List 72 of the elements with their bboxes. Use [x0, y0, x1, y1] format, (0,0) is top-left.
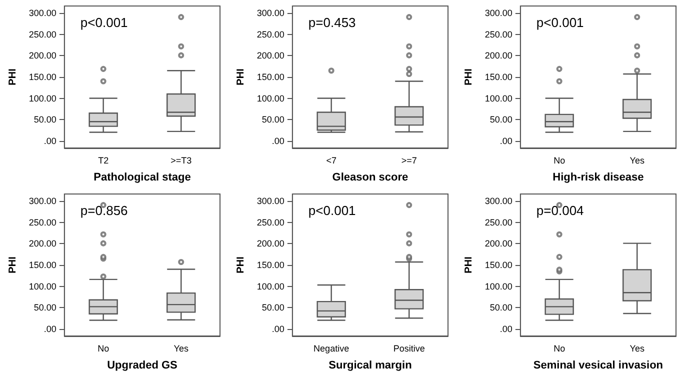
y-tick-label: 100.00 — [28, 93, 56, 104]
y-tick-label: 150.00 — [484, 72, 512, 82]
y-tick-label: 100.00 — [256, 93, 284, 104]
y-tick-label: 200.00 — [484, 50, 512, 61]
y-tick-label: 100.00 — [256, 281, 284, 292]
x-tick-label: Yes — [630, 344, 645, 354]
annotation: p=0.453 — [308, 15, 356, 30]
y-tick-label: 200.00 — [28, 50, 56, 61]
y-tick-label: .00 — [500, 324, 512, 334]
y-tick-label: 150.00 — [484, 260, 512, 270]
x-tick-label: Negative — [314, 344, 350, 354]
y-tick-label: 150.00 — [256, 260, 284, 270]
y-axis-title: PHI — [464, 68, 474, 86]
annotation: p=0.004 — [536, 203, 584, 218]
y-tick-label: 300.00 — [256, 8, 284, 18]
y-tick-label: 250.00 — [28, 217, 56, 228]
y-tick-label: 300.00 — [256, 196, 284, 206]
y-axis-title: PHI — [236, 68, 246, 86]
x-tick-label: No — [554, 156, 566, 166]
y-tick-label: 50.00 — [34, 302, 56, 313]
x-axis-title: Pathological stage — [94, 172, 191, 184]
x-axis-title: Seminal vesical invasion — [533, 360, 664, 372]
y-tick-label: 250.00 — [484, 217, 512, 228]
x-tick-label: >=T3 — [170, 156, 192, 166]
annotation: p<0.001 — [536, 15, 584, 30]
y-tick-label: .00 — [272, 136, 284, 146]
y-tick-label: 200.00 — [484, 238, 512, 249]
y-tick-label: 100.00 — [28, 281, 56, 292]
y-tick-label: 250.00 — [484, 29, 512, 40]
x-axis-title: Upgraded GS — [107, 360, 178, 372]
y-tick-label: 250.00 — [256, 217, 284, 228]
y-axis-title: PHI — [464, 256, 474, 274]
x-tick-label: >=7 — [401, 156, 417, 166]
y-tick-label: 300.00 — [484, 8, 512, 18]
x-tick-label: No — [98, 344, 110, 354]
y-tick-label: 50.00 — [262, 302, 284, 313]
x-axis-title: High-risk disease — [552, 172, 644, 184]
y-tick-label: 300.00 — [28, 8, 56, 18]
y-tick-label: .00 — [44, 324, 56, 334]
annotation: p=0.856 — [80, 203, 128, 218]
y-tick-label: .00 — [44, 136, 56, 146]
x-tick-label: <7 — [326, 156, 336, 166]
y-tick-label: 200.00 — [256, 238, 284, 249]
y-tick-label: .00 — [272, 324, 284, 334]
y-tick-label: 250.00 — [28, 29, 56, 40]
y-tick-label: 150.00 — [256, 72, 284, 82]
y-tick-label: 300.00 — [484, 196, 512, 206]
y-tick-label: 100.00 — [484, 281, 512, 292]
x-tick-label: Yes — [630, 156, 645, 166]
y-tick-label: 150.00 — [28, 260, 56, 270]
y-tick-label: 50.00 — [490, 302, 512, 313]
annotation: p<0.001 — [80, 15, 128, 30]
y-tick-label: 200.00 — [28, 238, 56, 249]
y-tick-label: 50.00 — [34, 114, 56, 125]
y-axis-title: PHI — [236, 256, 246, 274]
y-tick-label: 250.00 — [256, 29, 284, 40]
x-axis-title: Gleason score — [332, 172, 408, 184]
annotation: p<0.001 — [308, 203, 356, 218]
x-tick-label: Yes — [174, 344, 189, 354]
y-tick-label: .00 — [500, 136, 512, 146]
y-tick-label: 100.00 — [484, 93, 512, 104]
x-tick-label: No — [554, 344, 566, 354]
x-tick-label: Positive — [393, 344, 425, 354]
y-axis-title: PHI — [8, 256, 18, 274]
x-axis-title: Surgical margin — [328, 360, 412, 372]
x-tick-label: T2 — [98, 156, 109, 166]
y-tick-label: 200.00 — [256, 50, 284, 61]
y-axis-title: PHI — [8, 68, 18, 86]
y-tick-label: 50.00 — [490, 114, 512, 125]
y-tick-label: 300.00 — [28, 196, 56, 206]
y-tick-label: 50.00 — [262, 114, 284, 125]
y-tick-label: 150.00 — [28, 72, 56, 82]
